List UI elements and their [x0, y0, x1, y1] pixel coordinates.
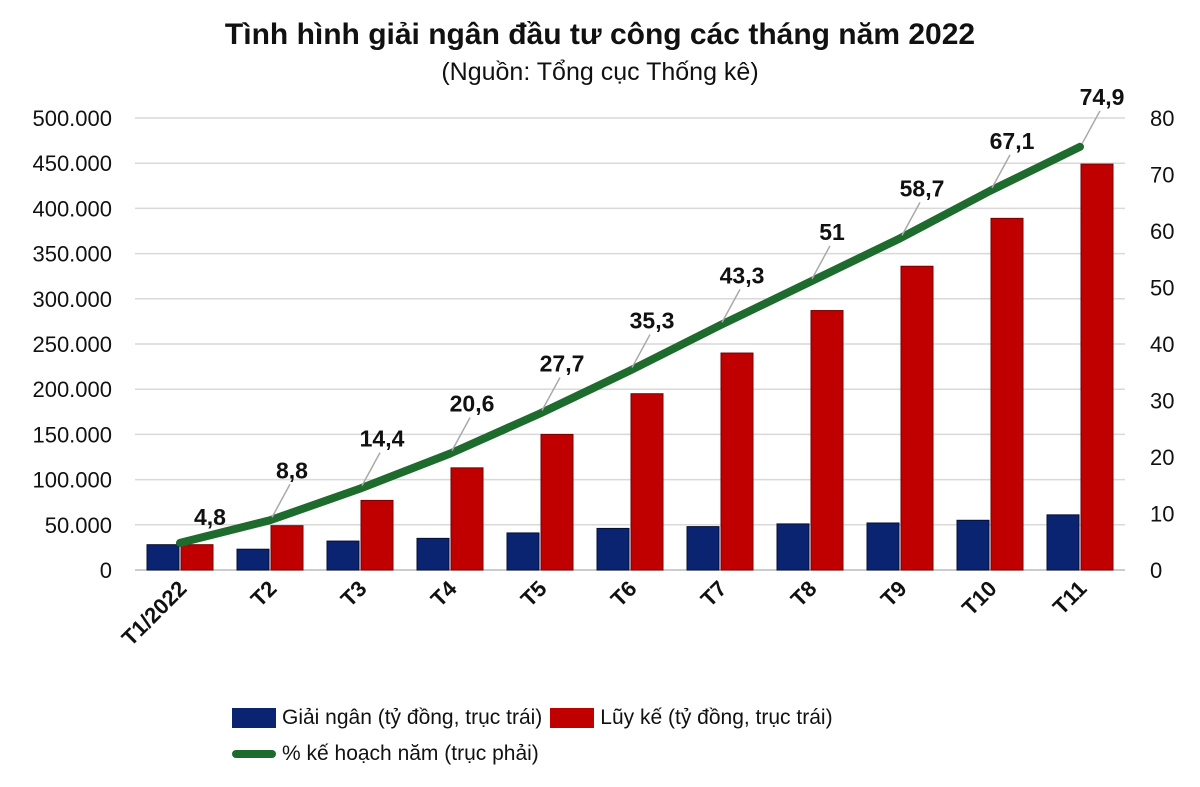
data-label: 51 — [819, 219, 845, 245]
y-right-tick-label: 10 — [1150, 502, 1174, 527]
data-label-leader — [1081, 110, 1101, 145]
bar-luy-ke — [900, 265, 934, 571]
line-ke-hoach — [176, 142, 1084, 547]
data-label: 14,4 — [360, 426, 405, 452]
legend-swatch — [550, 708, 595, 728]
x-tick-label: T5 — [516, 576, 552, 612]
x-tick-label: T8 — [786, 576, 822, 612]
data-label: 35,3 — [630, 308, 675, 334]
bar-giai-ngan — [776, 523, 810, 571]
y-left-tick-label: 400.000 — [32, 196, 112, 221]
bar-luy-ke — [360, 499, 394, 571]
y-right-tick-label: 30 — [1150, 389, 1174, 414]
data-label-leader — [271, 483, 291, 518]
y-right-tick-label: 0 — [1150, 558, 1162, 583]
chart-subtitle: (Nguồn: Tổng cục Thống kê) — [441, 58, 759, 86]
data-label: 43,3 — [720, 262, 765, 288]
data-label-leader — [541, 377, 561, 411]
data-label-leader — [361, 452, 381, 486]
legend-item-giai-ngan: Giải ngân (tỷ đồng, trục trái) — [232, 706, 542, 730]
data-label-leader — [901, 201, 921, 236]
y-left-tick-label: 150.000 — [32, 422, 112, 447]
bar-luy-ke — [1080, 163, 1114, 571]
bar-giai-ngan — [506, 532, 540, 571]
legend-label: Lũy kế (tỷ đồng, trục trái) — [600, 706, 833, 729]
y-right-tick-label: 40 — [1150, 332, 1174, 357]
bar-luy-ke — [180, 544, 214, 571]
data-label: 74,9 — [1080, 84, 1125, 110]
bar-giai-ngan — [596, 527, 630, 571]
data-label-leader — [451, 417, 471, 451]
data-label-leader — [811, 245, 831, 280]
bar-giai-ngan — [866, 522, 900, 571]
bar-giai-ngan — [956, 519, 990, 571]
data-label: 8,8 — [276, 457, 308, 483]
data-label-leader — [721, 288, 741, 323]
data-label: 58,7 — [900, 175, 945, 201]
bar-giai-ngan — [686, 526, 720, 571]
data-label: 20,6 — [450, 391, 495, 417]
y-right-tick-label: 80 — [1150, 106, 1174, 131]
y-right-tick-label: 70 — [1150, 163, 1174, 188]
bar-luy-ke — [540, 433, 574, 571]
bar-luy-ke — [810, 310, 844, 571]
y-left-tick-label: 350.000 — [32, 242, 112, 267]
bar-giai-ngan — [146, 544, 180, 571]
y-left-tick-label: 200.000 — [32, 377, 112, 402]
y-right-tick-label: 50 — [1150, 276, 1174, 301]
y-left-tick-label: 50.000 — [45, 513, 112, 538]
y-left-tick-label: 100.000 — [32, 468, 112, 493]
bar-giai-ngan — [326, 540, 360, 571]
bar-luy-ke — [990, 217, 1024, 571]
y-left-tick-label: 500.000 — [32, 106, 112, 131]
y-right-tick-label: 20 — [1150, 445, 1174, 470]
chart-title: Tình hình giải ngân đầu tư công các thán… — [224, 18, 976, 51]
x-tick-label: T4 — [426, 575, 462, 611]
x-tick-label: T6 — [606, 576, 642, 612]
data-label-leader — [991, 154, 1011, 189]
x-tick-label: T3 — [336, 576, 372, 612]
x-tick-label: T11 — [1048, 576, 1092, 620]
bar-luy-ke — [450, 467, 484, 571]
bar-luy-ke — [270, 525, 304, 571]
data-label-leader — [631, 334, 651, 368]
x-tick-label: T2 — [246, 576, 282, 612]
bar-giai-ngan — [416, 537, 450, 571]
legend-item-ke-hoach: % kế hoạch năm (trục phải) — [232, 742, 539, 766]
bar-giai-ngan — [236, 548, 270, 571]
legend-swatch — [232, 750, 276, 758]
y-left-tick-label: 250.000 — [32, 332, 112, 357]
bar-luy-ke — [630, 393, 664, 571]
legend: Giải ngân (tỷ đồng, trục trái) Lũy kế (t… — [232, 700, 841, 772]
legend-item-luy-ke: Lũy kế (tỷ đồng, trục trái) — [550, 706, 833, 730]
x-tick-label: T9 — [876, 576, 912, 612]
x-tick-label: T1/2022 — [117, 576, 192, 651]
y-left-tick-label: 0 — [100, 558, 112, 583]
data-label: 4,8 — [194, 504, 226, 530]
y-left-tick-label: 300.000 — [32, 287, 112, 312]
bar-giai-ngan — [1046, 514, 1080, 571]
y-left-tick-label: 450.000 — [32, 151, 112, 176]
x-tick-label: T7 — [696, 576, 732, 612]
legend-label: % kế hoạch năm (trục phải) — [282, 742, 539, 765]
y-right-tick-label: 60 — [1150, 219, 1174, 244]
data-label: 27,7 — [540, 350, 585, 376]
data-label: 67,1 — [990, 128, 1035, 154]
x-tick-label: T10 — [957, 576, 1001, 620]
legend-swatch — [232, 708, 276, 728]
legend-label: Giải ngân (tỷ đồng, trục trái) — [282, 706, 543, 729]
bar-luy-ke — [720, 352, 754, 571]
